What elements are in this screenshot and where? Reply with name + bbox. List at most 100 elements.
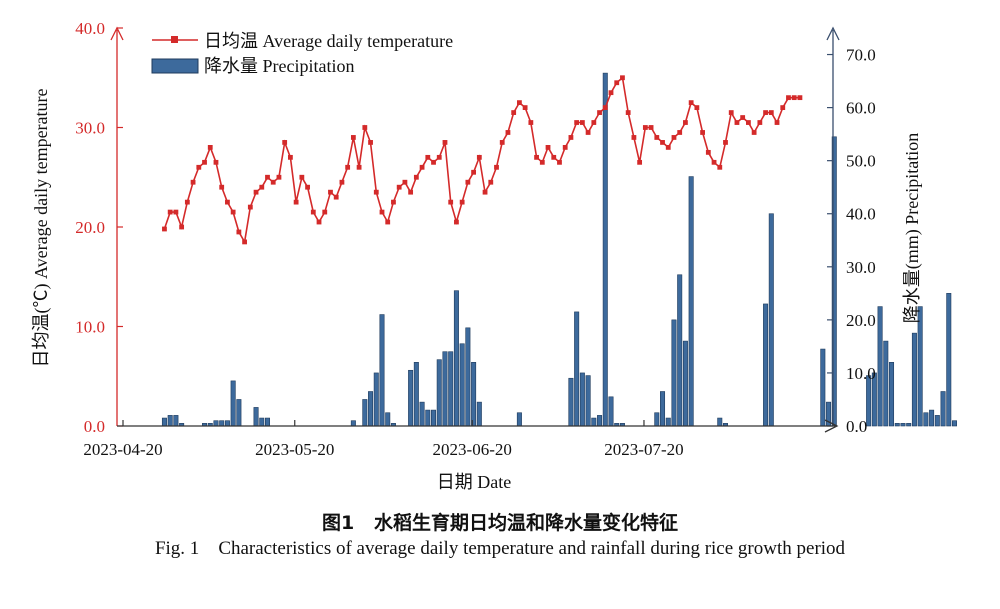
caption-cn-text: 水稻生育期日均温和降水量变化特征 [374, 512, 679, 534]
combo-chart: 0.0 10.0 20.0 30.0 40.0 0.0 10.0 20.0 30.0 40.0 5… [31, 19, 957, 492]
y-left-tick-label: 0.0 [84, 417, 105, 436]
temperature-point [253, 189, 259, 195]
precipitation-bar [929, 409, 935, 427]
temperature-point [448, 199, 454, 205]
temperature-point [288, 154, 293, 160]
temperature-point [259, 184, 265, 190]
precipitation-bar [717, 417, 723, 427]
y-right-tick-label: 30.0 [846, 258, 876, 277]
y-left-tick-label: 20.0 [75, 218, 105, 237]
temperature-point [385, 219, 391, 225]
temperature-point [236, 229, 242, 235]
temperature-point [763, 110, 768, 115]
temperature-point [579, 120, 585, 125]
right-axis: 0.0 10.0 20.0 30.0 40.0 50.0 60.0 70.0 [826, 26, 876, 436]
caption-en-fig: Fig. 1 [154, 538, 200, 559]
precipitation-bar [906, 423, 912, 427]
temperature-point [539, 159, 545, 165]
temperature-point [379, 209, 385, 215]
temperature-point [557, 159, 562, 165]
precipitation-bar [946, 293, 952, 427]
precipitation-bar [911, 332, 917, 427]
figure-caption-en: Fig. 1 Characteristics of average daily … [0, 538, 1000, 560]
figure-caption-cn: 图1 水稻生育期日均温和降水量变化特征 [0, 508, 1000, 535]
precipitation-bar [894, 423, 900, 427]
y-right-label: 降水量(mm) Precipitation [902, 133, 923, 323]
precipitation-bar [866, 375, 872, 427]
precipitation-bar [608, 396, 614, 427]
temperature-point [728, 110, 734, 115]
temperature-point [534, 154, 539, 160]
precipitation-bar [465, 327, 471, 427]
y-left-tick-label: 30.0 [75, 119, 105, 138]
temperature-point [511, 110, 517, 115]
temperature-point [522, 105, 528, 110]
precipitation-bar [213, 420, 219, 427]
caption-cn-fig: 图1 [321, 512, 355, 534]
temperature-point [774, 120, 780, 125]
precipitation-bar [259, 417, 265, 427]
temperature-point [700, 130, 705, 135]
temperature-point [711, 159, 717, 165]
precipitation-bar [368, 391, 374, 427]
temperature-point [768, 110, 774, 115]
precipitation-bar [230, 380, 236, 427]
y-right-tick-label: 20.0 [846, 311, 876, 330]
temperature-point [482, 189, 488, 195]
precipitation-bar [682, 340, 688, 427]
precipitation-bar [442, 351, 448, 427]
x-tick-label: 2023-07-20 [604, 440, 683, 459]
precipitation-bar [654, 412, 660, 427]
temperature-point [562, 145, 568, 150]
temperature-point [791, 95, 797, 101]
temperature-point [585, 130, 591, 135]
temperature-point [797, 95, 803, 101]
caption-en-text: Characteristics of average daily tempera… [218, 538, 846, 559]
temperature-point [345, 164, 351, 170]
precipitation-bar [459, 343, 465, 427]
temperature-point [671, 135, 677, 140]
precipitation-bar [167, 415, 173, 427]
temperature-point [310, 209, 316, 215]
precipitation-bar [425, 409, 431, 427]
legend-precipitation-label: 降水量 Precipitation [204, 56, 354, 76]
y-right-tick-label: 40.0 [846, 205, 876, 224]
temperature-point [660, 140, 665, 145]
temperature-point [328, 189, 333, 195]
x-axis-label: 日期 Date [437, 472, 511, 492]
precipitation-bar [516, 412, 522, 427]
precipitation-bar [665, 417, 671, 427]
temperature-point [568, 135, 574, 140]
temperature-point [499, 140, 505, 145]
precipitation-bar [373, 372, 379, 427]
temperature-point [683, 120, 688, 125]
temperature-point [694, 105, 700, 110]
temperature-point [574, 120, 580, 125]
temperature-point [431, 159, 436, 165]
precipitation-bar [436, 359, 442, 427]
precipitation-bar [173, 415, 179, 427]
precipitation-bar [476, 401, 482, 427]
temperature-point [402, 179, 408, 185]
temperature-point [631, 135, 637, 140]
temperature-point [373, 189, 379, 195]
temperature-point [459, 199, 465, 205]
precipitation-bar [236, 399, 242, 427]
precipitation-bar [453, 290, 459, 427]
precipitation-bar [763, 303, 769, 427]
precipitation-bar [923, 412, 929, 427]
precipitation-bar [940, 391, 946, 427]
precipitation-bar [408, 369, 414, 427]
temperature-point [242, 239, 247, 245]
temperature-point [396, 184, 402, 190]
temperature-point [207, 145, 213, 150]
x-tick-label: 2023-04-20 [83, 440, 162, 459]
precipitation-bar [419, 401, 425, 427]
temperature-point [551, 154, 557, 160]
y-right-tick-label: 10.0 [846, 364, 876, 383]
temperature-point [225, 199, 230, 205]
legend: 日均温 Average daily temperature 降水量 Precip… [151, 31, 453, 76]
precipitation-bar [579, 372, 585, 427]
precipitation-bar [934, 415, 940, 427]
temperature-point [757, 120, 763, 125]
